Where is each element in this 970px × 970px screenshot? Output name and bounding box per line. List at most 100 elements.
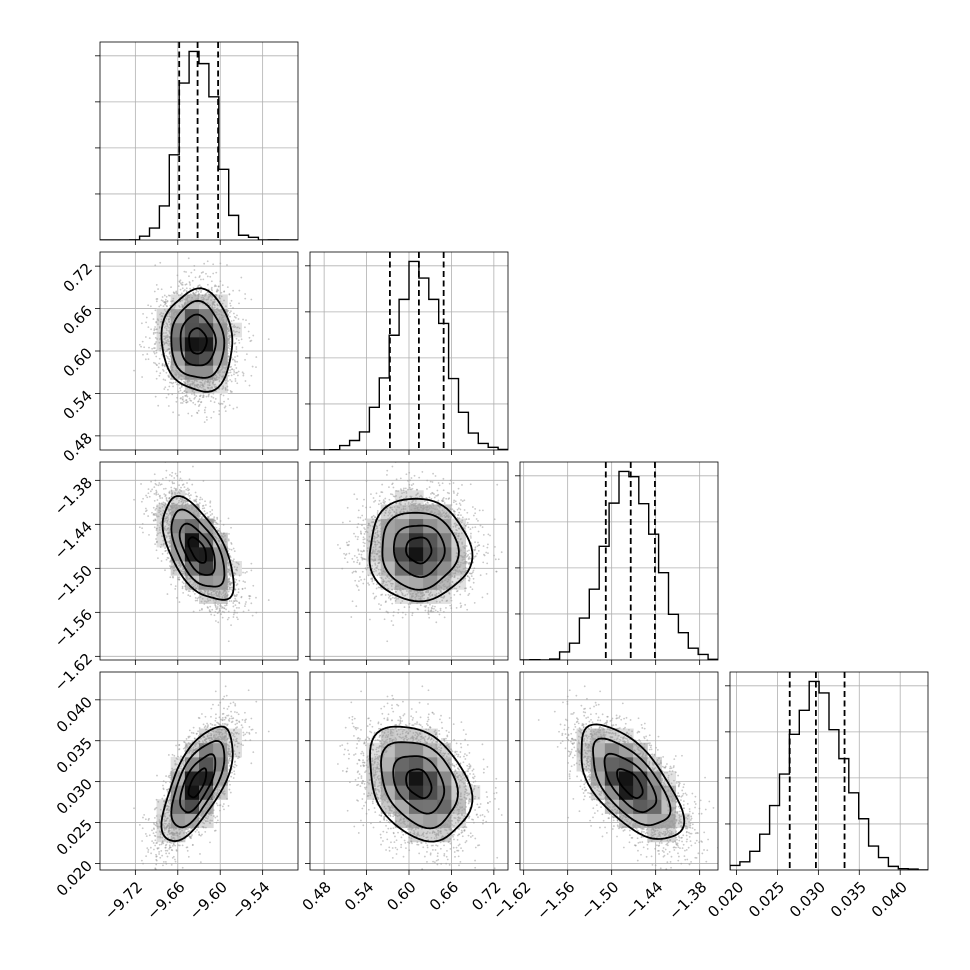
- sample-point: [407, 479, 409, 482]
- sample-point: [153, 328, 156, 330]
- sample-point: [193, 397, 196, 400]
- sample-point: [372, 582, 375, 585]
- sample-point: [439, 601, 441, 603]
- sample-point: [456, 567, 459, 569]
- sample-point: [477, 530, 480, 533]
- sample-point: [222, 523, 225, 526]
- sample-point: [482, 533, 485, 536]
- sample-point: [389, 582, 392, 585]
- sample-point: [393, 511, 396, 514]
- sample-point: [428, 496, 431, 499]
- sample-point: [431, 607, 434, 610]
- sample-point: [141, 340, 144, 343]
- sample-point: [453, 531, 456, 534]
- sample-point: [244, 358, 246, 361]
- sample-point: [218, 530, 220, 532]
- sample-point: [487, 543, 489, 546]
- sample-point: [378, 499, 381, 502]
- sample-point: [208, 734, 211, 737]
- sample-point: [234, 325, 237, 328]
- sample-point: [451, 508, 454, 511]
- sample-point: [395, 596, 397, 598]
- sample-point: [478, 544, 481, 547]
- sample-point: [165, 512, 168, 515]
- sample-point: [230, 320, 233, 322]
- sample-point: [495, 570, 498, 573]
- sample-point: [474, 546, 477, 549]
- sample-point: [157, 484, 160, 487]
- sample-point: [214, 535, 217, 538]
- sample-point: [218, 587, 221, 590]
- sample-point: [194, 403, 197, 406]
- sample-point: [458, 520, 461, 523]
- sample-point: [351, 571, 354, 574]
- sample-point: [211, 608, 214, 611]
- sample-point: [187, 412, 190, 415]
- sample-point: [164, 502, 166, 504]
- sample-point: [226, 770, 229, 773]
- sample-point: [419, 506, 422, 509]
- y-tick-label: 0.72: [60, 259, 96, 295]
- sample-point: [448, 582, 451, 585]
- sample-point: [164, 379, 167, 382]
- sample-point: [429, 610, 432, 613]
- sample-point: [179, 471, 182, 473]
- sample-point: [183, 486, 186, 489]
- sample-point: [228, 580, 231, 583]
- sample-point: [168, 360, 171, 363]
- sample-point: [166, 305, 168, 308]
- sample-point: [405, 500, 408, 502]
- sample-point: [429, 603, 431, 606]
- sample-point: [154, 362, 157, 365]
- sample-point: [176, 474, 178, 477]
- sample-point: [404, 505, 406, 508]
- sample-point: [463, 523, 466, 526]
- sample-point: [159, 349, 162, 352]
- sample-point: [169, 474, 171, 476]
- sample-point: [222, 803, 225, 805]
- sample-point: [244, 326, 246, 329]
- sample-point: [415, 593, 418, 596]
- sample-point: [225, 588, 228, 591]
- sample-point: [440, 596, 442, 598]
- sample-point: [247, 330, 250, 333]
- sample-point: [388, 486, 390, 489]
- sample-point: [165, 476, 168, 479]
- sample-point: [227, 583, 230, 586]
- sample-point: [222, 546, 225, 548]
- sample-point: [224, 589, 227, 592]
- sample-point: [224, 587, 226, 590]
- sample-point: [348, 540, 350, 543]
- sample-point: [154, 395, 157, 398]
- sample-point: [443, 595, 445, 598]
- sample-point: [455, 590, 458, 593]
- sample-point: [408, 606, 411, 608]
- sample-point: [223, 553, 225, 556]
- sample-point: [224, 732, 227, 734]
- sample-point: [372, 537, 375, 540]
- sample-point: [383, 618, 386, 621]
- sample-point: [164, 846, 167, 849]
- sample-point: [154, 326, 157, 328]
- sample-point: [267, 599, 270, 601]
- sample-point: [391, 602, 394, 605]
- sample-point: [456, 517, 459, 519]
- sample-point: [218, 607, 221, 610]
- sample-point: [226, 557, 229, 560]
- sample-point: [168, 326, 171, 329]
- sample-point: [476, 545, 479, 548]
- sample-point: [236, 616, 238, 619]
- sample-point: [473, 602, 476, 604]
- sample-point: [165, 536, 168, 539]
- sample-point: [185, 588, 188, 591]
- sample-point: [211, 303, 214, 306]
- sample-point: [382, 578, 385, 581]
- sample-point: [444, 515, 447, 518]
- y-tick-label: −1.50: [51, 562, 96, 607]
- sample-point: [426, 479, 429, 482]
- sample-point: [215, 592, 217, 595]
- sample-point: [157, 825, 160, 828]
- sample-point: [186, 395, 189, 398]
- sample-point: [242, 318, 244, 321]
- sample-point: [351, 557, 354, 560]
